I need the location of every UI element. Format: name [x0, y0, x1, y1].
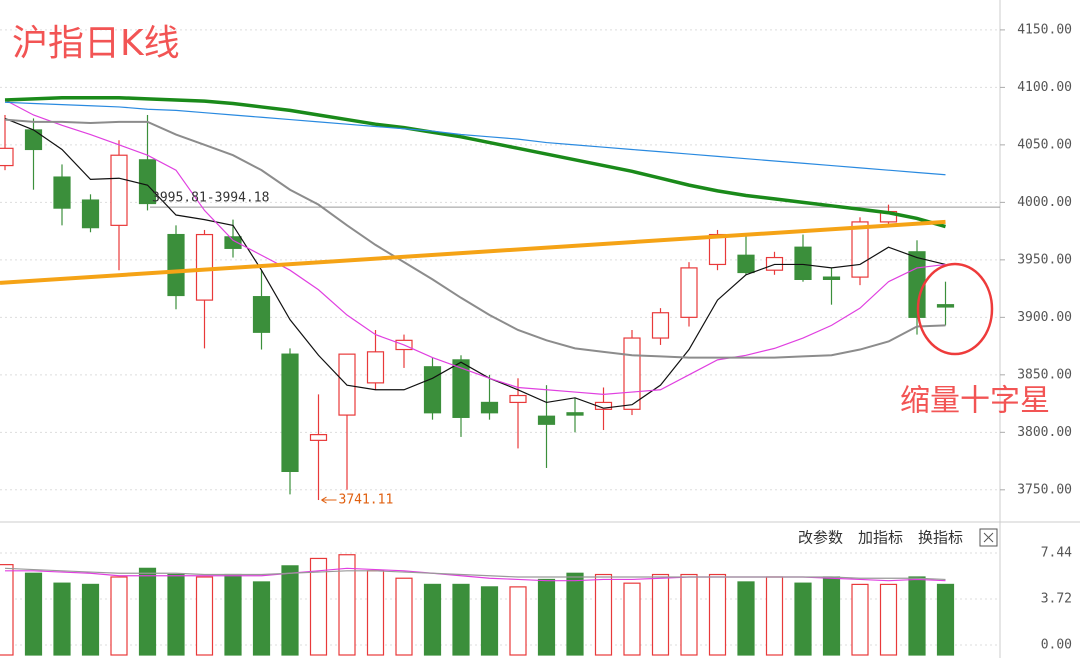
volume-bar: [81, 583, 100, 656]
candle-body: [936, 304, 955, 308]
volume-bar: [110, 576, 128, 656]
ma-line: [4, 118, 946, 359]
volume-tick-label: 7.44: [1041, 546, 1072, 561]
candle-body: [110, 154, 128, 226]
candle-body: [651, 312, 670, 339]
close-icon: [983, 532, 994, 543]
low-label: 3741.11: [339, 493, 394, 508]
volume-bar: [0, 564, 14, 656]
candle-body: [566, 412, 584, 416]
y-tick-label: 3850.00: [1017, 367, 1072, 382]
candle-body: [794, 246, 812, 280]
volume-bar: [822, 576, 841, 656]
ma-line: [4, 101, 946, 176]
volume-bar: [252, 581, 271, 656]
marks: [0, 95, 955, 656]
volume-bar: [423, 583, 442, 656]
volume-bar: [623, 582, 641, 656]
candle-body: [24, 129, 43, 151]
volume-bar: [480, 586, 499, 656]
y-tick-label: 3900.00: [1017, 310, 1072, 325]
y-tick-label: 4000.00: [1017, 195, 1072, 210]
volume-tick-label: 3.72: [1041, 592, 1072, 607]
annotation: 缩量十字星: [900, 384, 1050, 419]
candle-body: [53, 176, 71, 209]
volume-bar: [879, 583, 898, 656]
candle-body: [537, 415, 556, 425]
candle-body: [509, 394, 527, 404]
candle-body: [708, 233, 727, 266]
volume-ma-line: [4, 567, 946, 581]
candle-body: [224, 236, 242, 249]
volume-bar: [537, 578, 556, 656]
volume-bar: [224, 573, 242, 656]
grid: [0, 29, 1005, 646]
candle-body: [81, 199, 100, 229]
y-tick-label: 4100.00: [1017, 80, 1072, 95]
volume-bar: [594, 573, 613, 656]
candle-body: [851, 221, 869, 278]
volume-bar: [737, 581, 755, 656]
ma-line: [4, 117, 946, 409]
highlight-circle: [916, 262, 994, 356]
volume-bar: [851, 583, 869, 656]
y-tick-label: 3950.00: [1017, 252, 1072, 267]
trendline: [0, 219, 946, 285]
volume-bar: [908, 576, 926, 656]
candle-body: [623, 337, 641, 410]
volume-bar: [338, 554, 356, 656]
toolbar-button[interactable]: 改参数: [798, 529, 843, 547]
volume-bar: [708, 573, 727, 656]
toolbar-button[interactable]: 加指标: [858, 529, 903, 547]
y-tick-label: 4050.00: [1017, 137, 1072, 152]
candle-body: [822, 276, 841, 280]
volume-bar: [651, 573, 670, 656]
volume-bar: [53, 582, 71, 656]
volume-bar: [566, 572, 584, 656]
y-tick-label: 3800.00: [1017, 425, 1072, 440]
volume-bar: [167, 573, 185, 656]
candle-body: [480, 401, 499, 414]
volume-bar: [138, 567, 157, 656]
candle-body: [309, 434, 328, 441]
candle-body: [252, 296, 271, 333]
candle-body: [167, 233, 185, 297]
candle-body: [680, 267, 698, 318]
volume-bar: [680, 573, 698, 656]
volume-bar: [452, 583, 470, 656]
volume-bar: [936, 583, 955, 656]
y-tick-label: 3750.00: [1017, 482, 1072, 497]
volume-bar: [309, 557, 328, 656]
candle-body: [423, 366, 442, 414]
reference-label: 3995.81-3994.18: [152, 191, 269, 206]
volume-bar: [395, 577, 413, 656]
volume-bar: [281, 565, 299, 656]
volume-bar: [794, 582, 812, 656]
volume-bar: [366, 570, 385, 656]
volume-bar: [509, 586, 527, 656]
volume-bar: [765, 576, 784, 656]
candle-body: [138, 159, 157, 205]
candle-body: [281, 353, 299, 473]
low-arrow: [321, 496, 337, 504]
candle-body: [452, 359, 470, 418]
toolbar-button[interactable]: 换指标: [918, 529, 963, 547]
ma-line: [4, 99, 946, 395]
candle-body: [366, 351, 385, 384]
y-tick-label: 4150.00: [1017, 22, 1072, 37]
volume-bar: [195, 576, 214, 656]
volume-bar: [24, 572, 43, 656]
volume-tick-label: 0.00: [1041, 638, 1072, 653]
candle-body: [0, 147, 14, 167]
chart-title: 沪指日K线: [12, 23, 180, 64]
candle-body: [737, 254, 755, 274]
ma-line: [4, 95, 946, 229]
